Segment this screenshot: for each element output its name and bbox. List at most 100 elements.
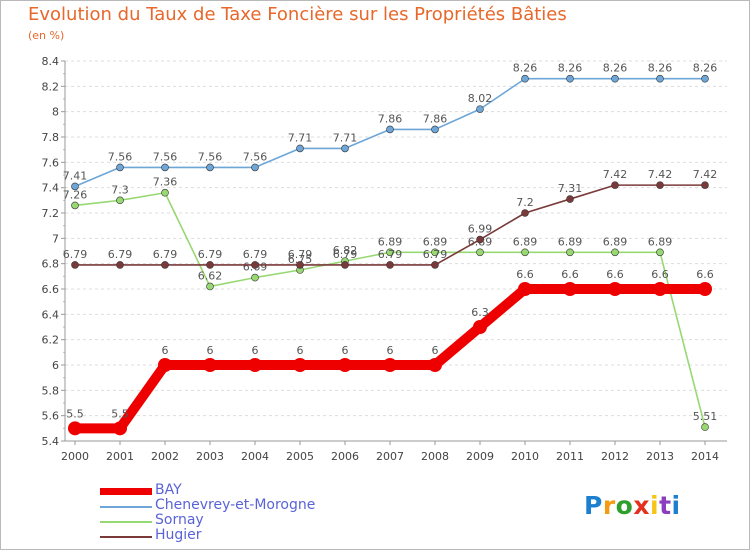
y-tick-label: 6.6	[42, 283, 60, 296]
data-point	[251, 261, 259, 269]
data-label: 6.6	[561, 268, 579, 281]
data-label: 6.79	[243, 248, 268, 261]
logo-letter: x	[633, 491, 650, 520]
data-point	[656, 181, 664, 189]
data-point	[518, 282, 532, 296]
data-point	[383, 358, 397, 372]
data-label: 6.79	[108, 248, 133, 261]
data-point	[338, 358, 352, 372]
data-label: 6.75	[288, 253, 313, 266]
y-tick-label: 8	[52, 106, 59, 119]
logo-letter: i	[650, 491, 660, 520]
x-tick-label: 2004	[241, 450, 269, 463]
data-point	[386, 125, 394, 134]
x-tick-label: 2011	[556, 450, 584, 463]
data-point	[521, 209, 529, 217]
legend-label-hugier: Hugier	[155, 527, 202, 543]
data-label: 6.79	[63, 248, 88, 261]
data-point	[71, 201, 79, 210]
data-label: 7.56	[153, 150, 178, 163]
data-label: 6.62	[198, 269, 223, 282]
x-tick-label: 2008	[421, 450, 449, 463]
data-point	[608, 282, 622, 296]
data-label: 6	[432, 344, 439, 357]
legend-swatch-sornay	[100, 521, 152, 523]
data-point	[68, 421, 82, 436]
data-label: 6	[387, 344, 394, 357]
data-point	[251, 273, 259, 282]
data-label: 7.36	[153, 176, 178, 189]
data-point	[206, 282, 214, 291]
data-label: 6.82	[333, 244, 358, 257]
data-point	[296, 144, 304, 153]
data-label: 7.56	[243, 150, 268, 163]
logo-letter: P	[584, 491, 603, 520]
y-tick-label: 7.4	[42, 182, 60, 195]
data-label: 7.26	[63, 188, 88, 201]
data-point	[431, 261, 439, 269]
data-label: 6.6	[516, 268, 534, 281]
data-label: 6.3	[471, 306, 489, 319]
data-point	[566, 195, 574, 203]
unit-label: (en %)	[28, 29, 65, 42]
data-label: 6.99	[468, 223, 493, 236]
data-label: 7.3	[111, 183, 129, 196]
x-tick-label: 2003	[196, 450, 224, 463]
data-label: 6.79	[378, 248, 403, 261]
data-point	[566, 74, 574, 83]
data-label: 6.79	[153, 248, 178, 261]
data-point	[476, 248, 484, 257]
data-label: 7.42	[603, 168, 628, 181]
data-point	[116, 163, 124, 172]
y-tick-label: 7.2	[42, 207, 60, 220]
data-label: 8.02	[468, 92, 493, 105]
data-label: 5.51	[693, 410, 718, 423]
data-point	[116, 196, 124, 205]
data-point	[473, 320, 487, 334]
data-point	[611, 248, 619, 257]
data-label: 6.79	[423, 248, 448, 261]
data-point	[341, 144, 349, 153]
data-point	[386, 248, 394, 257]
data-label: 7.86	[423, 112, 448, 125]
data-label: 6	[297, 344, 304, 357]
y-tick-label: 6.2	[42, 334, 60, 347]
data-point	[476, 105, 484, 113]
y-tick-label: 5.6	[42, 410, 60, 423]
data-point	[563, 282, 577, 296]
data-point	[611, 181, 619, 189]
data-point	[698, 282, 712, 296]
legend-label-chenevrey: Chenevrey-et-Morogne	[155, 497, 316, 513]
data-point	[161, 163, 169, 172]
data-point	[203, 358, 217, 372]
x-tick-label: 2014	[691, 450, 719, 463]
y-tick-label: 5.8	[42, 384, 60, 397]
data-label: 8.26	[648, 62, 673, 75]
data-point	[161, 188, 169, 197]
x-tick-label: 2012	[601, 450, 629, 463]
data-point	[656, 74, 664, 83]
x-tick-label: 2006	[331, 450, 359, 463]
data-point	[428, 358, 442, 372]
data-label: 7.56	[108, 150, 133, 163]
y-tick-label: 5.4	[42, 435, 60, 448]
logo-letter: t	[659, 491, 672, 520]
legend-swatch-hugier	[100, 536, 152, 538]
y-tick-label: 8.2	[42, 80, 60, 93]
data-label: 7.42	[693, 168, 718, 181]
data-label: 7.56	[198, 150, 223, 163]
data-point	[521, 248, 529, 257]
logo-letter: o	[615, 491, 634, 520]
y-tick-label: 6.8	[42, 258, 60, 271]
data-point	[206, 261, 214, 269]
data-point	[248, 358, 262, 372]
y-tick-label: 6.4	[42, 308, 60, 321]
x-tick-label: 2002	[151, 450, 179, 463]
y-tick-label: 7	[52, 232, 59, 245]
data-point	[701, 74, 709, 83]
data-point	[293, 358, 307, 372]
legend-swatch-chenevrey	[100, 506, 152, 508]
data-point	[653, 282, 667, 296]
data-label: 5.5	[111, 407, 129, 420]
